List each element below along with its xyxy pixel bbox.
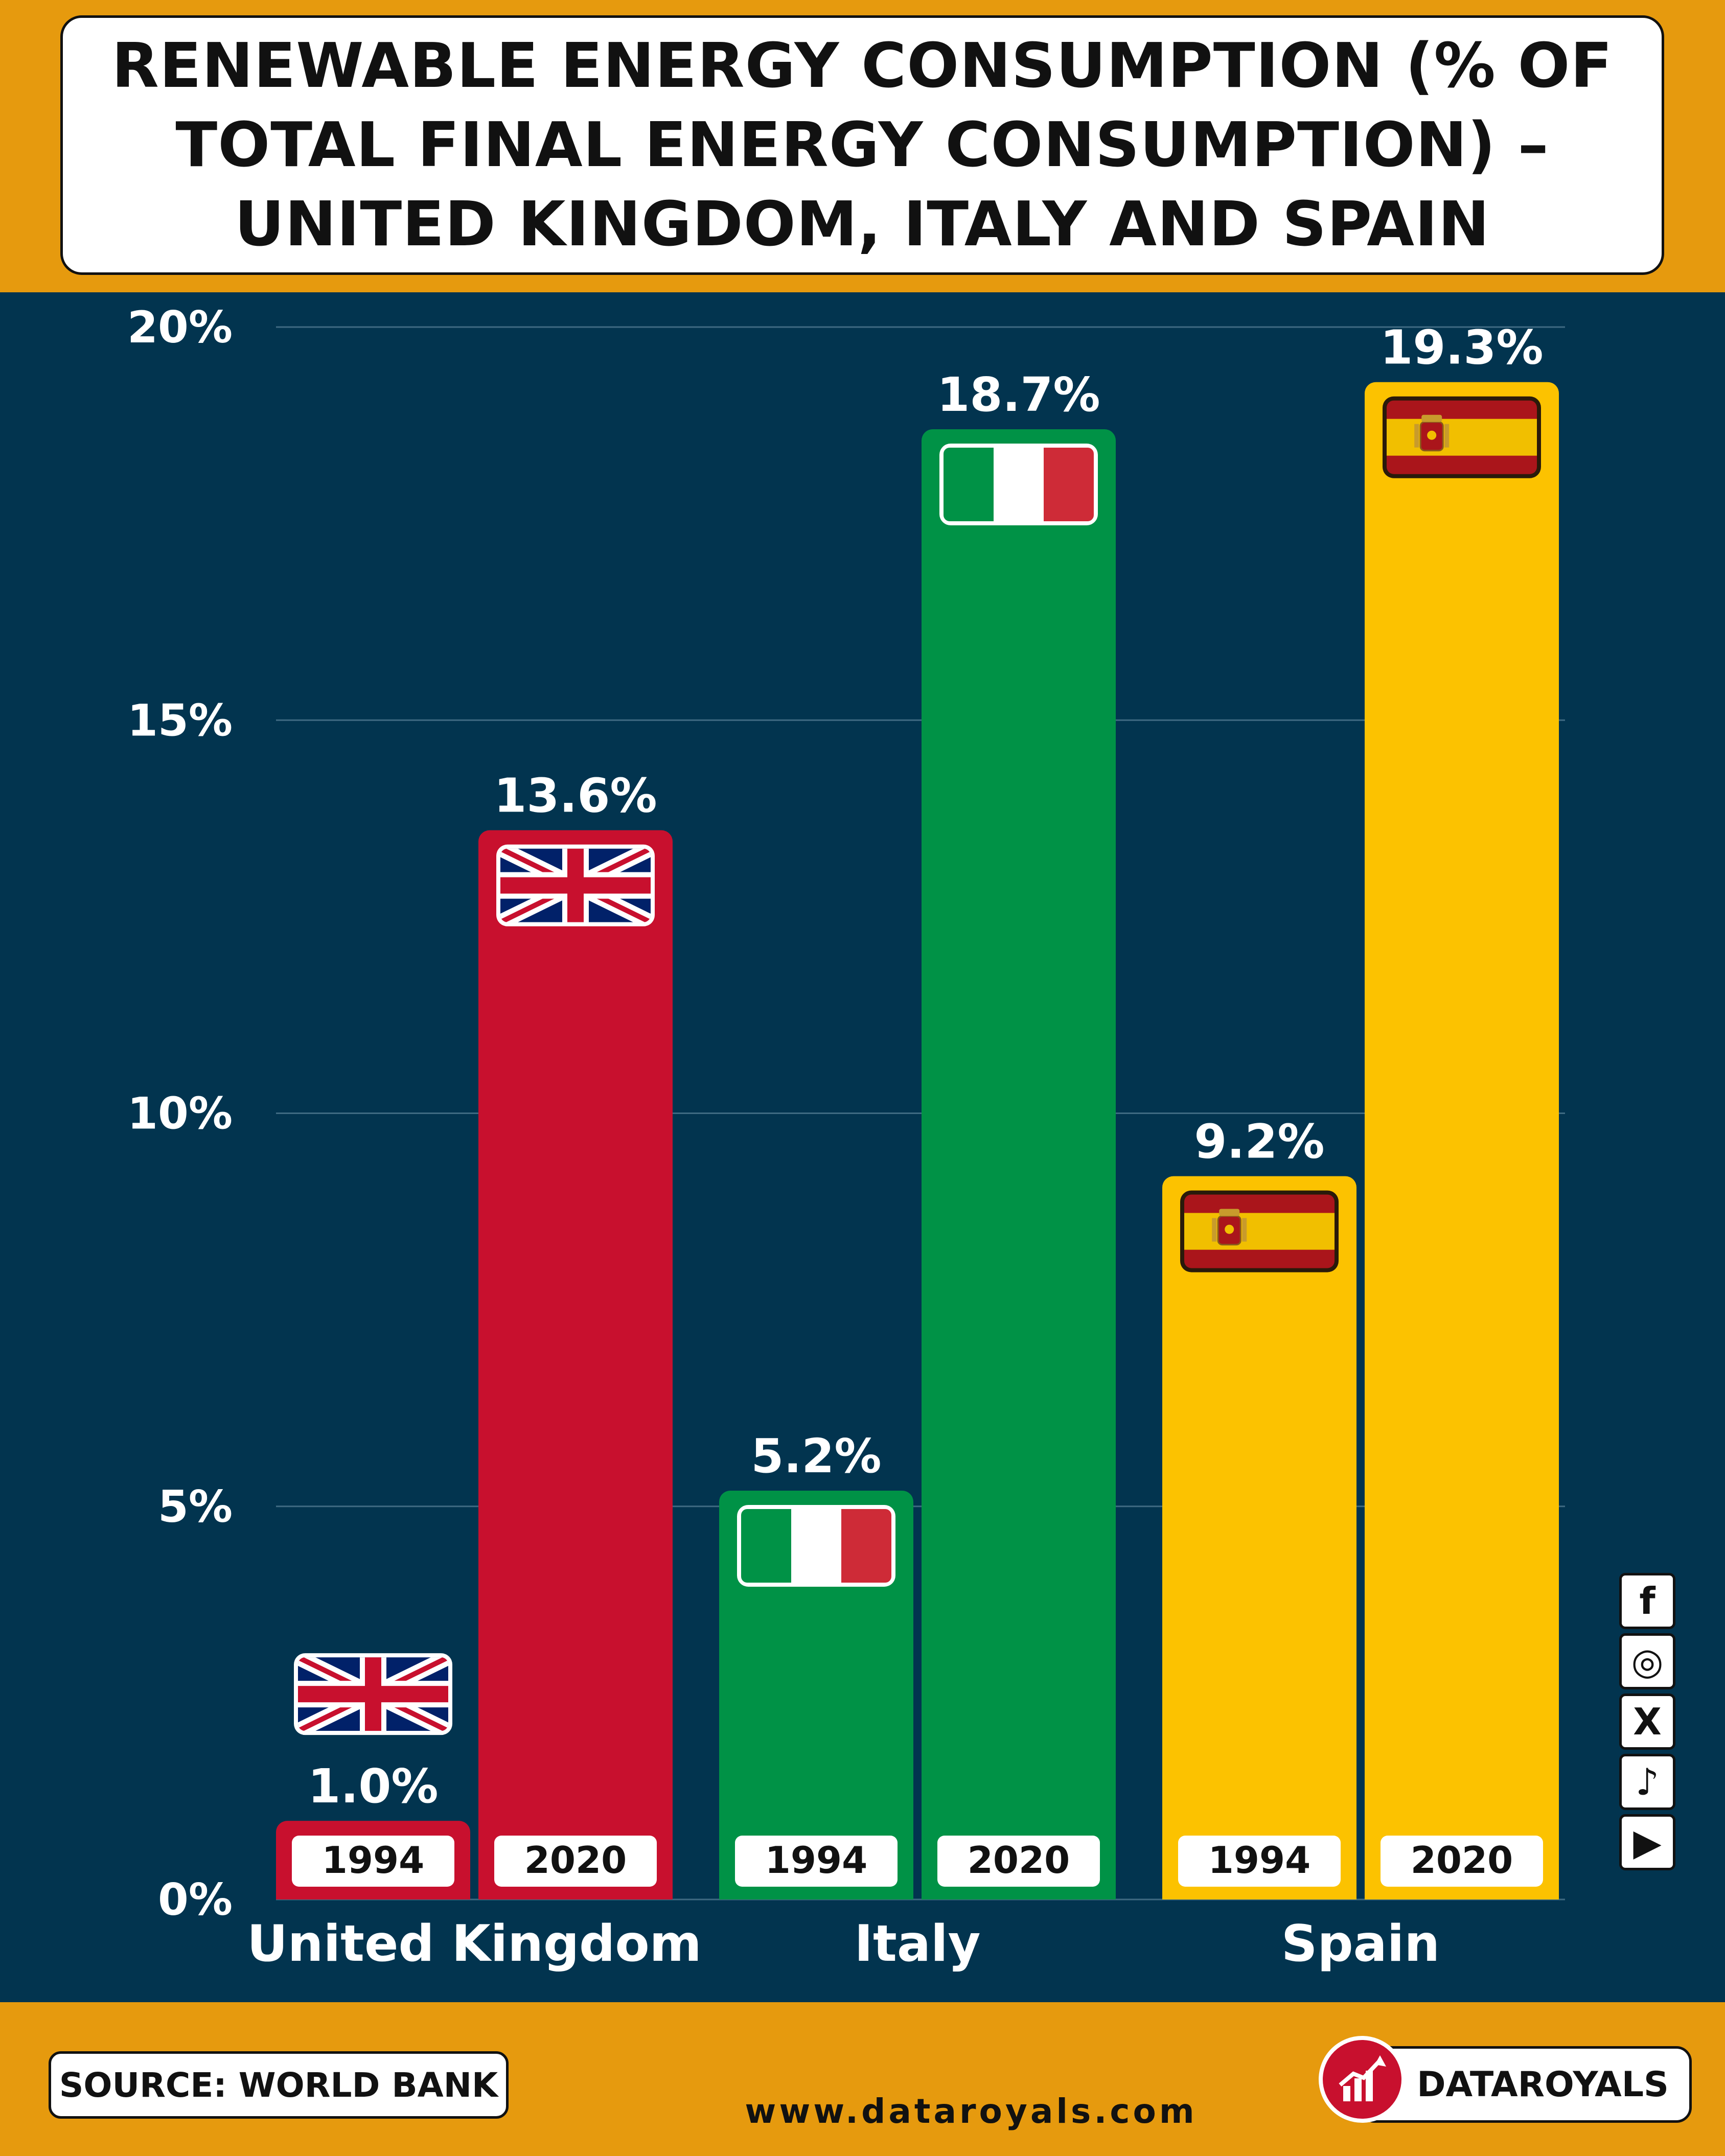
italy-flag-icon xyxy=(737,1504,895,1587)
y-tick-label: 10% xyxy=(127,1088,233,1140)
website-link[interactable]: www.dataroyals.com xyxy=(745,2092,1198,2131)
year-pill xyxy=(494,1836,657,1887)
social-icons: f ◎ X ♪ ▶ xyxy=(1619,1573,1675,1874)
y-tick-label: 20% xyxy=(127,302,233,353)
chart-title: RENEWABLE ENERGY CONSUMPTION (% OF TOTAL… xyxy=(111,30,1613,260)
year-label: 2020 xyxy=(968,1839,1070,1882)
category-label: United Kingdom xyxy=(247,1915,702,1973)
bar-group-uk-1994: 1994 1.0% xyxy=(276,1653,470,1899)
brand-logo-icon xyxy=(1319,2036,1406,2123)
year-label: 1994 xyxy=(322,1839,424,1882)
category-label: Italy xyxy=(855,1915,981,1973)
instagram-icon[interactable]: ◎ xyxy=(1619,1633,1675,1689)
y-tick-label: 15% xyxy=(127,695,233,746)
year-label: 1994 xyxy=(1208,1839,1310,1882)
bar-group-uk-2020: 2020 13.6% xyxy=(478,769,673,1899)
title-box: RENEWABLE ENERGY CONSUMPTION (% OF TOTAL… xyxy=(60,15,1664,275)
spain-flag-icon xyxy=(1383,396,1541,478)
year-label: 1994 xyxy=(765,1839,867,1882)
facebook-icon[interactable]: f xyxy=(1619,1573,1675,1629)
footer: SOURCE: WORLD BANK www.dataroyals.com DA… xyxy=(0,2002,1725,2156)
source-label: SOURCE: WORLD BANK xyxy=(49,2051,509,2119)
y-tick-label: 0% xyxy=(158,1874,233,1926)
year-pill xyxy=(735,1836,898,1887)
value-label: 18.7% xyxy=(937,367,1100,422)
value-label: 13.6% xyxy=(494,769,657,823)
category-label: Spain xyxy=(1281,1915,1440,1973)
value-label: 5.2% xyxy=(751,1429,881,1483)
uk-flag-icon xyxy=(496,844,655,926)
tiktok-icon[interactable]: ♪ xyxy=(1619,1754,1675,1810)
year-label: 2020 xyxy=(524,1839,627,1882)
plot-area: 0% 5% 10% 15% 20% 1994 1.0% 2020 13.6% United Kin… xyxy=(0,292,1725,2002)
uk-flag-icon xyxy=(294,1653,452,1735)
italy-flag-icon xyxy=(939,444,1098,526)
year-pill xyxy=(937,1836,1100,1887)
spain-flag-icon xyxy=(1180,1190,1339,1272)
chart: 0% 5% 10% 15% 20% 1994 1.0% 2020 13.6% United Kin… xyxy=(127,302,1565,1973)
value-label: 9.2% xyxy=(1194,1115,1324,1169)
value-label: 1.0% xyxy=(308,1759,438,1814)
year-label: 2020 xyxy=(1411,1839,1513,1882)
youtube-icon[interactable]: ▶ xyxy=(1619,1814,1675,1870)
year-pill xyxy=(292,1836,454,1887)
x-icon[interactable]: X xyxy=(1619,1694,1675,1750)
year-pill xyxy=(1178,1836,1341,1887)
brand-name: DATAROYALS xyxy=(1360,2046,1692,2123)
bar-group-spain-2020: 2020 19.3% xyxy=(1365,320,1559,1899)
bar-group-italy-2020: 2020 18.7% xyxy=(922,367,1116,1900)
y-tick-label: 5% xyxy=(158,1481,233,1533)
value-label: 19.3% xyxy=(1380,320,1543,375)
year-pill xyxy=(1381,1836,1543,1887)
bar-group-spain-1994: 1994 9.2% xyxy=(1162,1115,1356,1899)
bar-group-italy-1994: 1994 5.2% xyxy=(719,1429,913,1899)
